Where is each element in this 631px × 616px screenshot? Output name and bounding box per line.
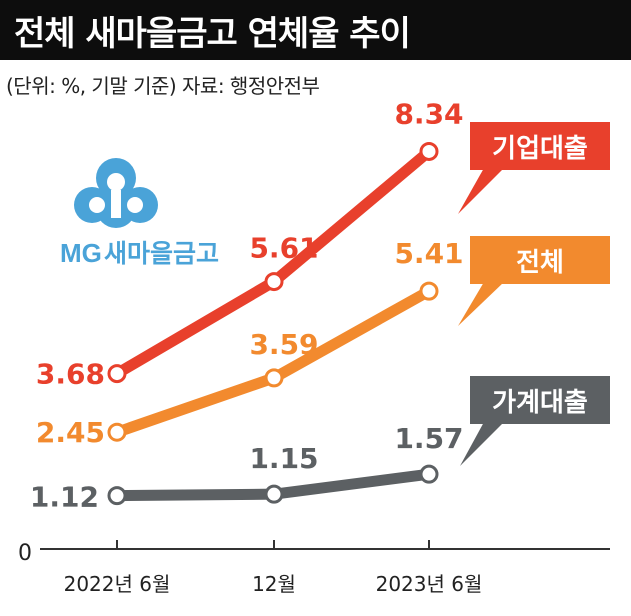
legend-label-total: 전체	[516, 248, 564, 278]
series-layer: 3.68 5.61 8.34 2.45 3.59 5.41 1.12 1.15 1.57	[30, 97, 464, 513]
data-label-total-1: 3.59	[249, 328, 318, 361]
legend-label-household: 가계대출	[492, 388, 588, 418]
legend-pointer-total	[458, 282, 504, 326]
data-label-corporate-1: 5.61	[249, 232, 318, 265]
legend-pointer-corporate	[458, 168, 504, 214]
title-bar: 전체 새마을금고 연체율 추이	[0, 0, 631, 60]
mg-logo: MG 새마을금고	[60, 158, 219, 268]
cloud-logo-icon	[74, 158, 158, 228]
data-point-household-2	[419, 464, 439, 484]
data-label-household-1: 1.15	[249, 442, 318, 475]
data-point-corporate-1	[264, 272, 284, 292]
data-label-household-2: 1.57	[394, 422, 463, 455]
logo-prefix: MG	[60, 238, 102, 268]
legend-callout-corporate: 기업대출	[458, 122, 610, 214]
legend-callout-household: 가계대출	[460, 376, 610, 466]
data-point-household-1	[264, 484, 284, 504]
chart-title: 전체 새마을금고 연체율 추이	[14, 14, 411, 54]
data-point-total-2	[419, 281, 439, 301]
legend-box-corporate	[470, 122, 610, 170]
data-point-corporate-0	[107, 364, 127, 384]
data-label-total-2: 5.41	[394, 237, 463, 270]
unit-source-note: (단위: %, 기말 기준) 자료: 행정안전부	[6, 74, 320, 98]
data-point-household-0	[107, 486, 127, 506]
logo-name: 새마을금고	[104, 240, 219, 268]
legend-label-corporate: 기업대출	[492, 134, 588, 164]
data-label-household-0: 1.12	[30, 481, 99, 514]
data-label-corporate-0: 3.68	[36, 358, 105, 391]
y-zero-label: 0	[18, 541, 32, 566]
legend-box-total	[470, 236, 610, 284]
legend-pointer-household	[460, 422, 504, 466]
x-label-0: 2022년 6월	[64, 572, 171, 596]
series-line-total	[111, 285, 435, 438]
legend-box-household	[470, 376, 610, 424]
data-point-total-1	[264, 368, 284, 388]
legend-callout-total: 전체	[458, 236, 610, 326]
data-label-corporate-2: 8.34	[394, 97, 463, 130]
x-label-1: 12월	[252, 572, 296, 596]
data-point-total-0	[107, 422, 127, 442]
data-point-corporate-2	[419, 141, 439, 161]
data-label-total-0: 2.45	[36, 416, 105, 449]
x-label-2: 2023년 6월	[376, 572, 483, 596]
